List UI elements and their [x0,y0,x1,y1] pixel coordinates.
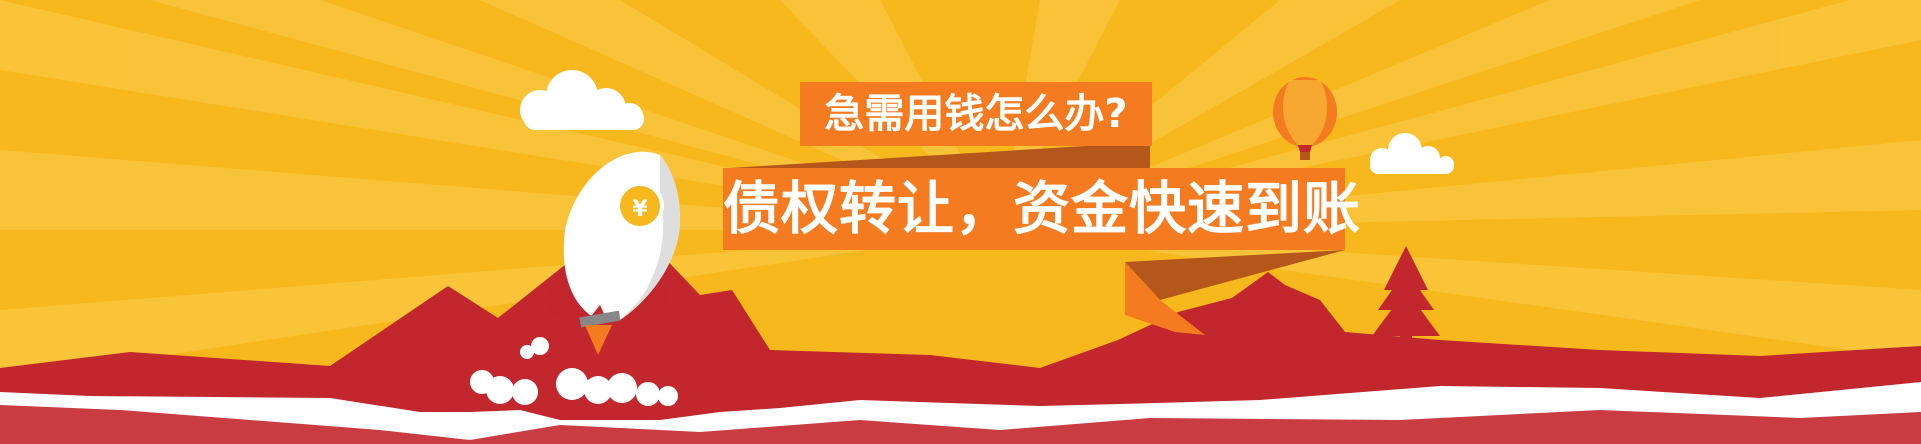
cloud-icon [1370,133,1454,174]
cloud-icon [470,337,678,406]
coin-icon [616,182,664,230]
headline-ribbon [723,82,1345,335]
headline-main: 债权转让，资金快速到账 [723,176,1361,242]
tree-icon [1372,246,1440,348]
hot-air-balloon-icon [1273,77,1337,160]
headline-question: 急需用钱怎么办? [824,91,1128,137]
cloud-icon [520,70,644,130]
coin-symbol: ¥ [632,197,648,222]
